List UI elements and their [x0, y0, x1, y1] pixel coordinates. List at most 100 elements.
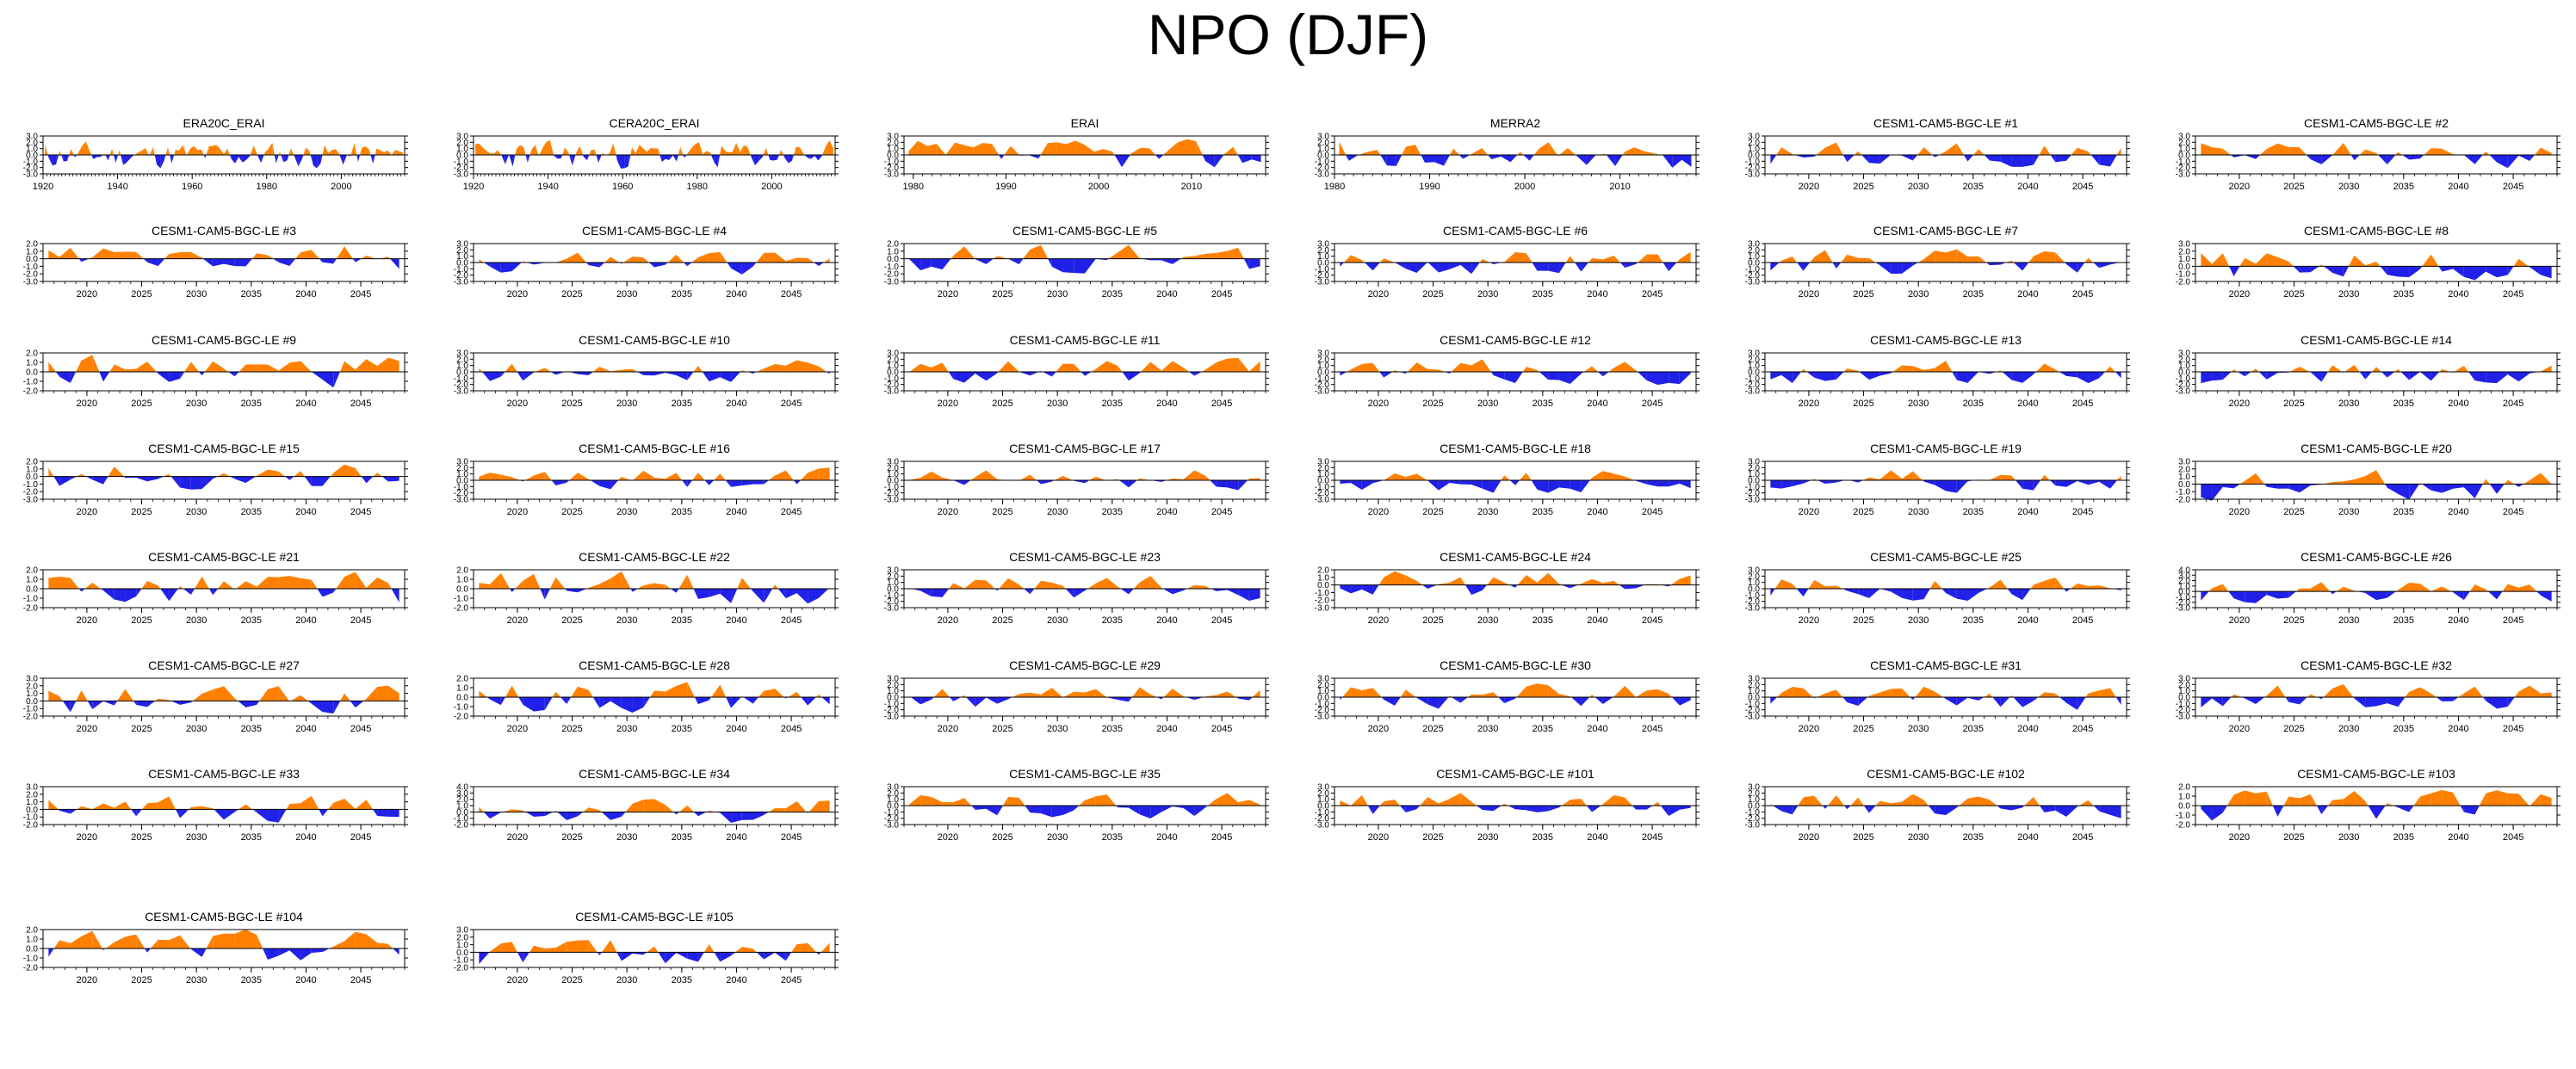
negative-area	[1030, 589, 1035, 595]
positive-area	[395, 150, 399, 155]
y-tick-label: 0.0	[1748, 259, 1760, 269]
negative-area	[2530, 266, 2541, 275]
positive-area	[1774, 579, 1782, 589]
positive-area	[1216, 358, 1228, 372]
negative-area	[773, 155, 777, 161]
negative-area	[1510, 155, 1518, 163]
negative-area	[390, 258, 399, 269]
y-tick-label: 0.0	[26, 806, 38, 815]
positive-area	[163, 473, 170, 477]
negative-area	[1797, 263, 1804, 271]
negative-area	[245, 701, 257, 708]
negative-area	[257, 155, 262, 164]
y-tick-label: -1.0	[1315, 589, 1330, 598]
positive-area	[1103, 149, 1113, 155]
positive-area	[2117, 475, 2121, 480]
x-tick-label: 2020	[1368, 399, 1389, 409]
y-tick-label: 0.0	[456, 368, 468, 378]
positive-area	[2055, 252, 2065, 263]
positive-area	[328, 802, 334, 810]
negative-area	[1434, 155, 1445, 166]
negative-area	[2376, 697, 2387, 707]
negative-area	[1657, 480, 1669, 487]
x-tick-label: 2040	[1587, 507, 1607, 517]
y-tick-label: 1.0	[1748, 578, 1760, 588]
positive-area	[2354, 476, 2366, 485]
x-tick-label: 2035	[1963, 289, 1984, 300]
positive-area	[918, 140, 927, 155]
x-tick-label: 2025	[561, 289, 582, 300]
negative-area	[234, 809, 239, 813]
negative-area	[146, 476, 158, 482]
chart-title: CESM1-CAM5-BGC-LE #14	[2300, 333, 2452, 347]
negative-area	[2222, 484, 2234, 489]
positive-area	[165, 146, 169, 155]
negative-area	[373, 155, 375, 164]
positive-area	[2105, 366, 2110, 372]
chart-panel: CESM1-CAM5-BGC-LE #92.01.00.0-1.0-2.0202…	[23, 333, 408, 409]
negative-area	[2419, 155, 2424, 159]
negative-area	[1978, 697, 1985, 701]
positive-area	[998, 361, 1008, 372]
x-tick-label: 2030	[186, 724, 207, 734]
positive-area	[1670, 578, 1680, 585]
negative-area	[70, 476, 77, 480]
positive-area	[1836, 689, 1843, 697]
positive-area	[1613, 685, 1625, 697]
positive-area	[1062, 475, 1073, 480]
y-tick-label: -3.0	[1315, 604, 1330, 614]
negative-area	[2463, 155, 2475, 164]
negative-area	[2387, 484, 2399, 494]
chart-panel: CESM1-CAM5-BGC-LE #313.02.01.00.0-1.0-2.…	[1745, 658, 2130, 734]
negative-area	[511, 589, 516, 592]
negative-area	[1592, 806, 1601, 813]
negative-area	[1396, 155, 1403, 166]
y-tick-label: -2.0	[884, 270, 900, 280]
positive-area	[604, 256, 611, 263]
negative-area	[517, 372, 523, 381]
negative-area	[2230, 155, 2234, 158]
positive-area	[2321, 582, 2331, 592]
positive-area	[2442, 586, 2452, 592]
chart-panel: CESM1-CAM5-BGC-LE #133.02.01.00.0-1.0-2.…	[1745, 333, 2130, 409]
negative-area	[1912, 155, 1918, 161]
x-tick-label: 2035	[672, 724, 692, 734]
negative-area	[726, 697, 732, 708]
positive-area	[141, 803, 147, 810]
positive-area	[300, 795, 312, 810]
y-tick-label: 1.0	[1317, 795, 1329, 805]
positive-area	[1183, 256, 1195, 259]
x-tick-label: 2025	[992, 399, 1012, 409]
negative-area	[245, 155, 251, 160]
positive-area	[1150, 694, 1157, 697]
x-tick-label: 2025	[1422, 289, 1443, 300]
positive-area	[2518, 584, 2530, 592]
positive-area	[970, 477, 975, 480]
positive-area	[1592, 695, 1595, 697]
x-tick-label: 2040	[2448, 399, 2468, 409]
positive-area	[384, 150, 388, 155]
positive-area	[2088, 585, 2100, 589]
positive-area	[1248, 800, 1260, 806]
chart-title: CESM1-CAM5-BGC-LE #11	[1010, 333, 1161, 347]
x-tick-label: 2025	[992, 289, 1012, 300]
positive-area	[993, 256, 998, 259]
y-tick-label: -2.0	[2176, 598, 2191, 608]
y-tick-label: 3.0	[1748, 566, 1760, 576]
negative-area	[1172, 258, 1181, 264]
negative-area	[588, 372, 593, 376]
positive-area	[534, 472, 545, 480]
negative-area	[1372, 263, 1380, 271]
positive-area	[568, 152, 570, 155]
negative-area	[343, 155, 347, 165]
negative-area	[770, 155, 774, 161]
positive-area	[180, 585, 183, 589]
x-tick-label: 2030	[1477, 832, 1498, 843]
positive-area	[1836, 585, 1843, 589]
negative-area	[1586, 806, 1593, 813]
y-tick-label: -1.0	[1315, 808, 1330, 818]
positive-area	[785, 360, 797, 372]
negative-area	[693, 812, 698, 817]
negative-area	[1019, 372, 1031, 376]
positive-area	[1167, 142, 1178, 155]
